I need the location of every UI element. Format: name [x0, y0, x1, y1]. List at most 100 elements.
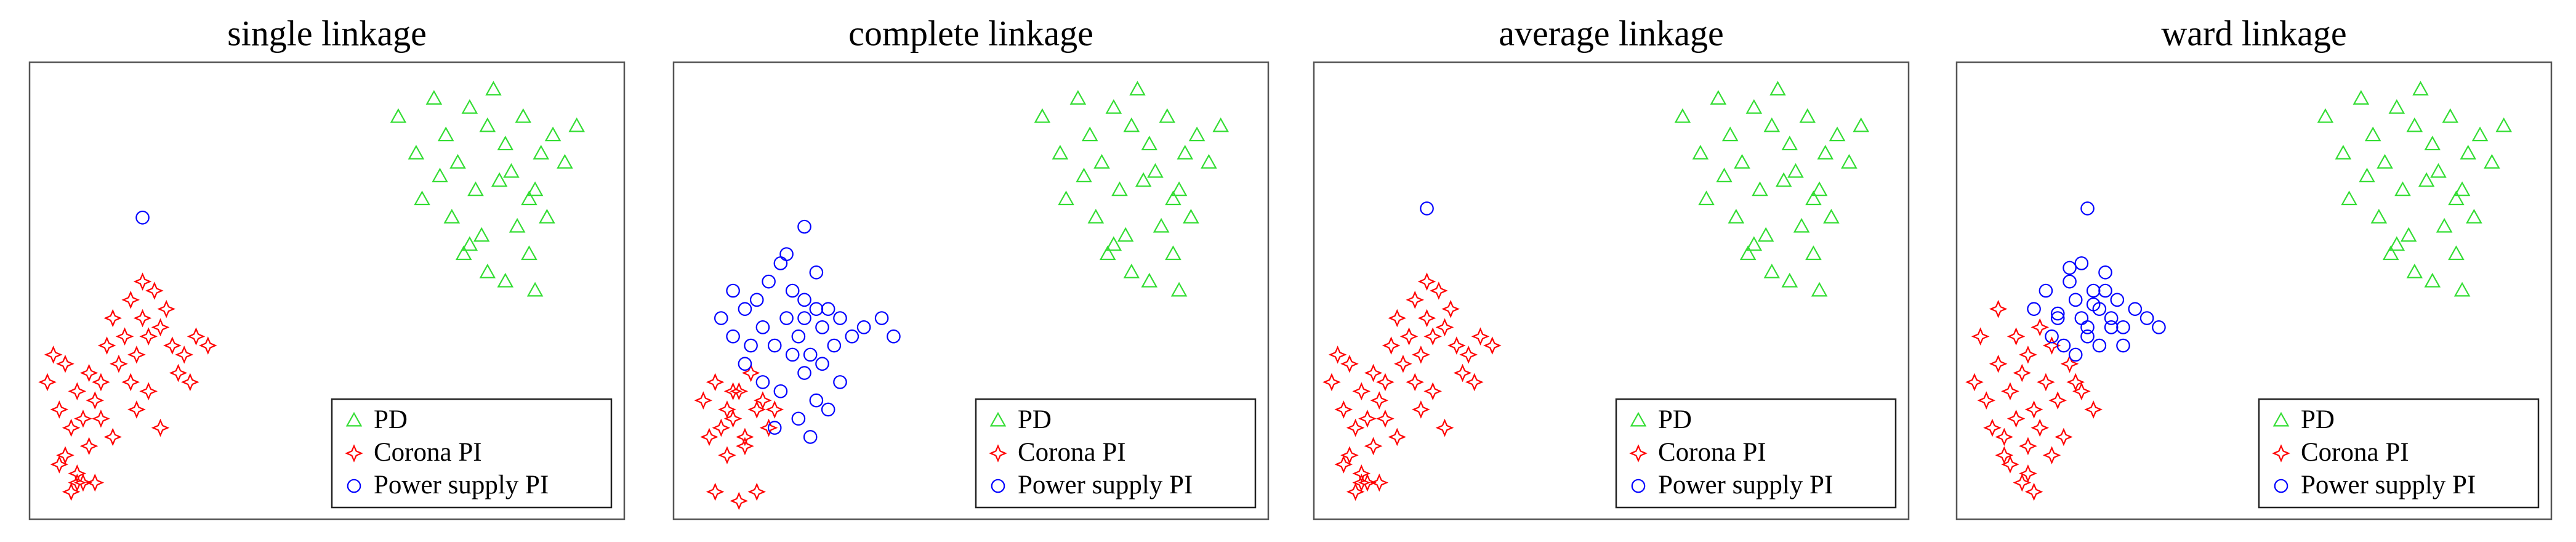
legend-label: PD — [2301, 405, 2335, 434]
data-point — [2080, 201, 2095, 216]
data-point — [1334, 400, 1353, 419]
data-point — [1728, 209, 1745, 224]
data-point — [1111, 181, 1128, 196]
data-point — [1123, 117, 1140, 132]
data-point — [1983, 418, 2002, 437]
data-point — [133, 272, 152, 291]
data-point — [432, 168, 448, 182]
data-point — [461, 236, 478, 251]
data-point — [1965, 373, 1984, 392]
panel: complete linkage PD Corona PI Power supply … — [672, 13, 1270, 520]
data-point — [2086, 283, 2101, 298]
data-point — [1971, 327, 1990, 346]
data-point — [1989, 299, 2008, 318]
data-point — [1123, 264, 1140, 278]
data-point — [151, 318, 170, 337]
data-point — [718, 400, 736, 419]
data-point — [797, 311, 811, 325]
data-point — [1412, 346, 1430, 364]
data-point — [515, 108, 532, 123]
data-point — [1376, 409, 1395, 428]
data-point — [1170, 181, 1188, 196]
data-point — [121, 291, 140, 309]
data-point — [738, 302, 752, 316]
data-point — [2406, 117, 2423, 132]
data-point — [723, 409, 743, 428]
legend-marker — [1629, 444, 1648, 463]
data-point — [2006, 327, 2026, 346]
legend-box — [2258, 398, 2540, 509]
data-point — [833, 311, 847, 325]
data-point — [139, 327, 158, 346]
data-point — [503, 163, 520, 178]
data-point — [1328, 346, 1347, 364]
data-point — [1441, 299, 1460, 318]
data-point — [1170, 281, 1188, 297]
data-point — [1346, 482, 1365, 501]
data-point — [1370, 391, 1389, 410]
legend-marker — [2272, 444, 2290, 463]
data-point — [2066, 373, 2085, 392]
data-point — [2031, 318, 2050, 337]
legend-marker — [989, 411, 1007, 427]
legend-marker — [345, 444, 363, 463]
legend-label: Corona PI — [2301, 438, 2409, 467]
data-point — [1376, 373, 1395, 392]
data-point — [1201, 153, 1217, 169]
data-point — [2080, 329, 2095, 344]
data-point — [497, 272, 514, 288]
data-point — [2045, 329, 2059, 344]
data-point — [736, 437, 754, 456]
data-point — [497, 136, 514, 151]
data-point — [2353, 90, 2370, 105]
data-point — [2098, 283, 2112, 298]
data-point — [1058, 190, 1074, 206]
legend-marker — [989, 444, 1007, 463]
data-point — [809, 393, 824, 408]
data-point — [1423, 382, 1442, 401]
data-point — [2364, 126, 2381, 142]
data-point — [2495, 117, 2512, 132]
data-point — [1165, 190, 1181, 206]
data-point — [2086, 297, 2101, 312]
legend-label: Power supply PI — [2301, 471, 2476, 500]
data-point — [1388, 427, 1407, 447]
data-point — [1853, 117, 1869, 132]
data-point — [1417, 309, 1436, 328]
data-point — [809, 302, 824, 316]
data-point — [74, 473, 92, 492]
data-point — [44, 346, 63, 364]
legend-marker — [991, 479, 1005, 493]
data-point — [1370, 473, 1389, 492]
data-point — [797, 293, 811, 307]
data-point — [1069, 90, 1087, 105]
data-point — [779, 247, 794, 261]
data-point — [2098, 265, 2112, 280]
data-point — [2110, 293, 2125, 307]
data-point — [79, 437, 99, 456]
data-point — [809, 265, 824, 280]
data-point — [723, 382, 743, 401]
chart-title: ward linkage — [2161, 13, 2346, 53]
data-point — [767, 421, 782, 435]
data-point — [2460, 145, 2477, 160]
data-point — [521, 190, 537, 206]
data-point — [485, 81, 502, 96]
data-point — [414, 190, 430, 206]
chart-title: single linkage — [227, 13, 427, 53]
data-point — [815, 320, 829, 334]
data-point — [437, 126, 454, 142]
data-point — [803, 430, 818, 444]
data-point — [533, 145, 550, 160]
data-point — [1358, 409, 1377, 428]
data-point — [1153, 217, 1170, 233]
data-point — [1117, 227, 1134, 242]
data-point — [1340, 354, 1359, 373]
data-point — [127, 346, 146, 364]
data-point — [2152, 320, 2166, 334]
data-point — [762, 274, 776, 289]
data-point — [1471, 327, 1490, 346]
data-point — [1412, 400, 1430, 419]
data-point — [1382, 336, 1401, 355]
data-point — [521, 245, 537, 261]
